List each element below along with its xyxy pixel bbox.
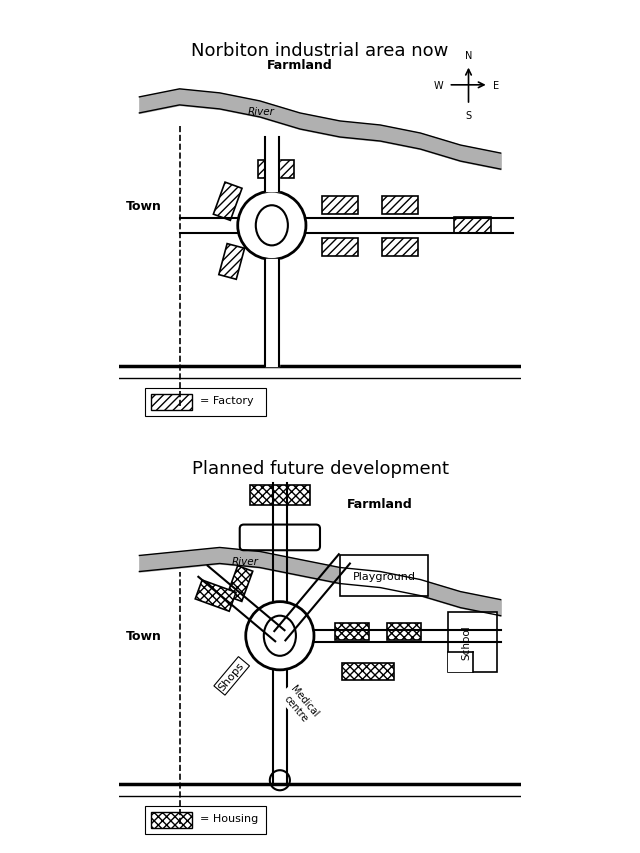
Bar (335, 624, 369, 641)
Bar (454, 218, 491, 234)
Text: = Housing: = Housing (200, 814, 258, 823)
Text: Shops: Shops (217, 660, 246, 693)
Bar (382, 197, 419, 215)
Ellipse shape (256, 206, 288, 246)
Text: Medical
centre: Medical centre (280, 683, 320, 725)
Text: River: River (232, 557, 259, 567)
FancyBboxPatch shape (240, 525, 320, 550)
Bar (152, 812, 191, 828)
Text: School: School (461, 624, 472, 659)
Bar (152, 394, 191, 410)
Text: Town: Town (125, 200, 161, 212)
Ellipse shape (264, 616, 296, 656)
Text: Playground: Playground (353, 571, 416, 581)
Bar (322, 197, 358, 215)
Bar (449, 652, 472, 672)
Text: E: E (493, 81, 500, 90)
Text: Planned future development: Planned future development (191, 460, 449, 478)
Text: = Factory: = Factory (200, 396, 253, 405)
Bar (250, 485, 310, 506)
Text: River: River (248, 107, 275, 117)
Text: Farmland: Farmland (348, 497, 413, 510)
Text: Town: Town (125, 630, 161, 642)
Text: W: W (434, 81, 444, 90)
Text: N: N (465, 51, 472, 61)
Bar (387, 624, 421, 641)
Bar (219, 244, 244, 280)
Bar (449, 612, 497, 672)
Bar (195, 580, 236, 612)
Text: S: S (465, 111, 472, 120)
Text: Farmland: Farmland (267, 59, 333, 73)
Circle shape (270, 770, 290, 791)
Bar (322, 239, 358, 257)
Bar (227, 566, 253, 601)
Bar (340, 556, 428, 596)
Bar (342, 664, 394, 681)
Text: Norbiton industrial area now: Norbiton industrial area now (191, 42, 449, 60)
Bar (213, 183, 242, 221)
Bar (382, 239, 419, 257)
Bar (258, 161, 294, 179)
